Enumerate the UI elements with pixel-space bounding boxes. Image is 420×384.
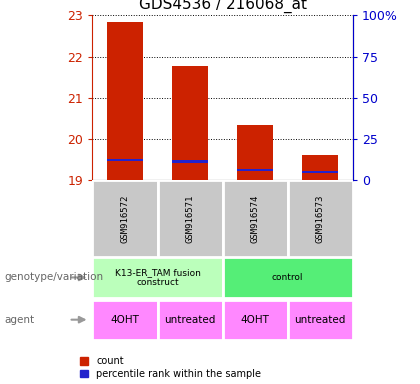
Text: GSM916571: GSM916571 xyxy=(186,195,194,243)
Text: GSM916573: GSM916573 xyxy=(316,195,325,243)
Bar xyxy=(92,257,223,298)
Text: GSM916574: GSM916574 xyxy=(251,195,260,243)
Bar xyxy=(92,300,158,340)
Bar xyxy=(223,300,288,340)
Bar xyxy=(107,22,143,180)
Bar xyxy=(158,180,223,257)
Bar xyxy=(302,170,338,173)
Bar xyxy=(92,180,158,257)
Bar xyxy=(107,159,143,161)
Text: untreated: untreated xyxy=(164,314,216,325)
Legend: count, percentile rank within the sample: count, percentile rank within the sample xyxy=(81,356,261,379)
Text: control: control xyxy=(272,273,303,282)
Bar xyxy=(302,155,338,180)
Text: genotype/variation: genotype/variation xyxy=(4,272,103,283)
Bar xyxy=(172,66,208,180)
Bar xyxy=(237,169,273,171)
Text: 4OHT: 4OHT xyxy=(241,314,270,325)
Bar xyxy=(288,300,353,340)
Bar xyxy=(288,180,353,257)
Bar xyxy=(158,300,223,340)
Text: K13-ER_TAM fusion
construct: K13-ER_TAM fusion construct xyxy=(115,268,200,287)
Text: GSM916572: GSM916572 xyxy=(121,195,129,243)
Bar xyxy=(223,180,288,257)
Bar xyxy=(223,257,353,298)
Bar xyxy=(172,160,208,163)
Text: 4OHT: 4OHT xyxy=(110,314,139,325)
Title: GDS4536 / 216068_at: GDS4536 / 216068_at xyxy=(139,0,307,13)
Text: agent: agent xyxy=(4,314,34,325)
Text: untreated: untreated xyxy=(294,314,346,325)
Bar xyxy=(237,125,273,180)
